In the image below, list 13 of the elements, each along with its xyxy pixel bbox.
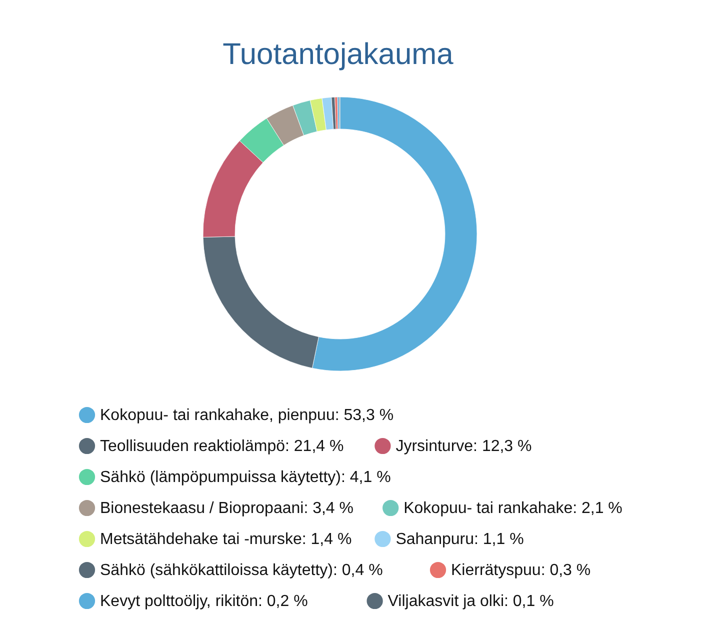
legend-label: Jyrsinturve: 12,3 % [396,438,532,455]
legend-label: Sähkö (lämpöpumpuissa käytetty): 4,1 % [100,469,391,486]
legend-label: Viljakasvit ja olki: 0,1 % [388,593,554,610]
legend-label: Kevyt polttoöljy, rikitön: 0,2 % [100,593,308,610]
legend-label: Bionestekaasu / Biopropaani: 3,4 % [100,500,354,517]
legend-label: Kierrätyspuu: 0,3 % [451,562,591,579]
legend-label: Metsätähdehake tai -murske: 1,4 % [100,531,352,548]
legend-label: Sähkö (sähkökattiloissa käytetty): 0,4 % [100,562,383,579]
chart-title: Tuotantojakauma [222,38,454,71]
legend-label: Sahanpuru: 1,1 % [396,531,524,548]
legend-label: Kokopuu- tai rankahake, pienpuu: 53,3 % [100,407,394,424]
legend-label: Kokopuu- tai rankahake: 2,1 % [404,500,622,517]
legend-label: Teollisuuden reaktiolämpö: 21,4 % [100,438,344,455]
